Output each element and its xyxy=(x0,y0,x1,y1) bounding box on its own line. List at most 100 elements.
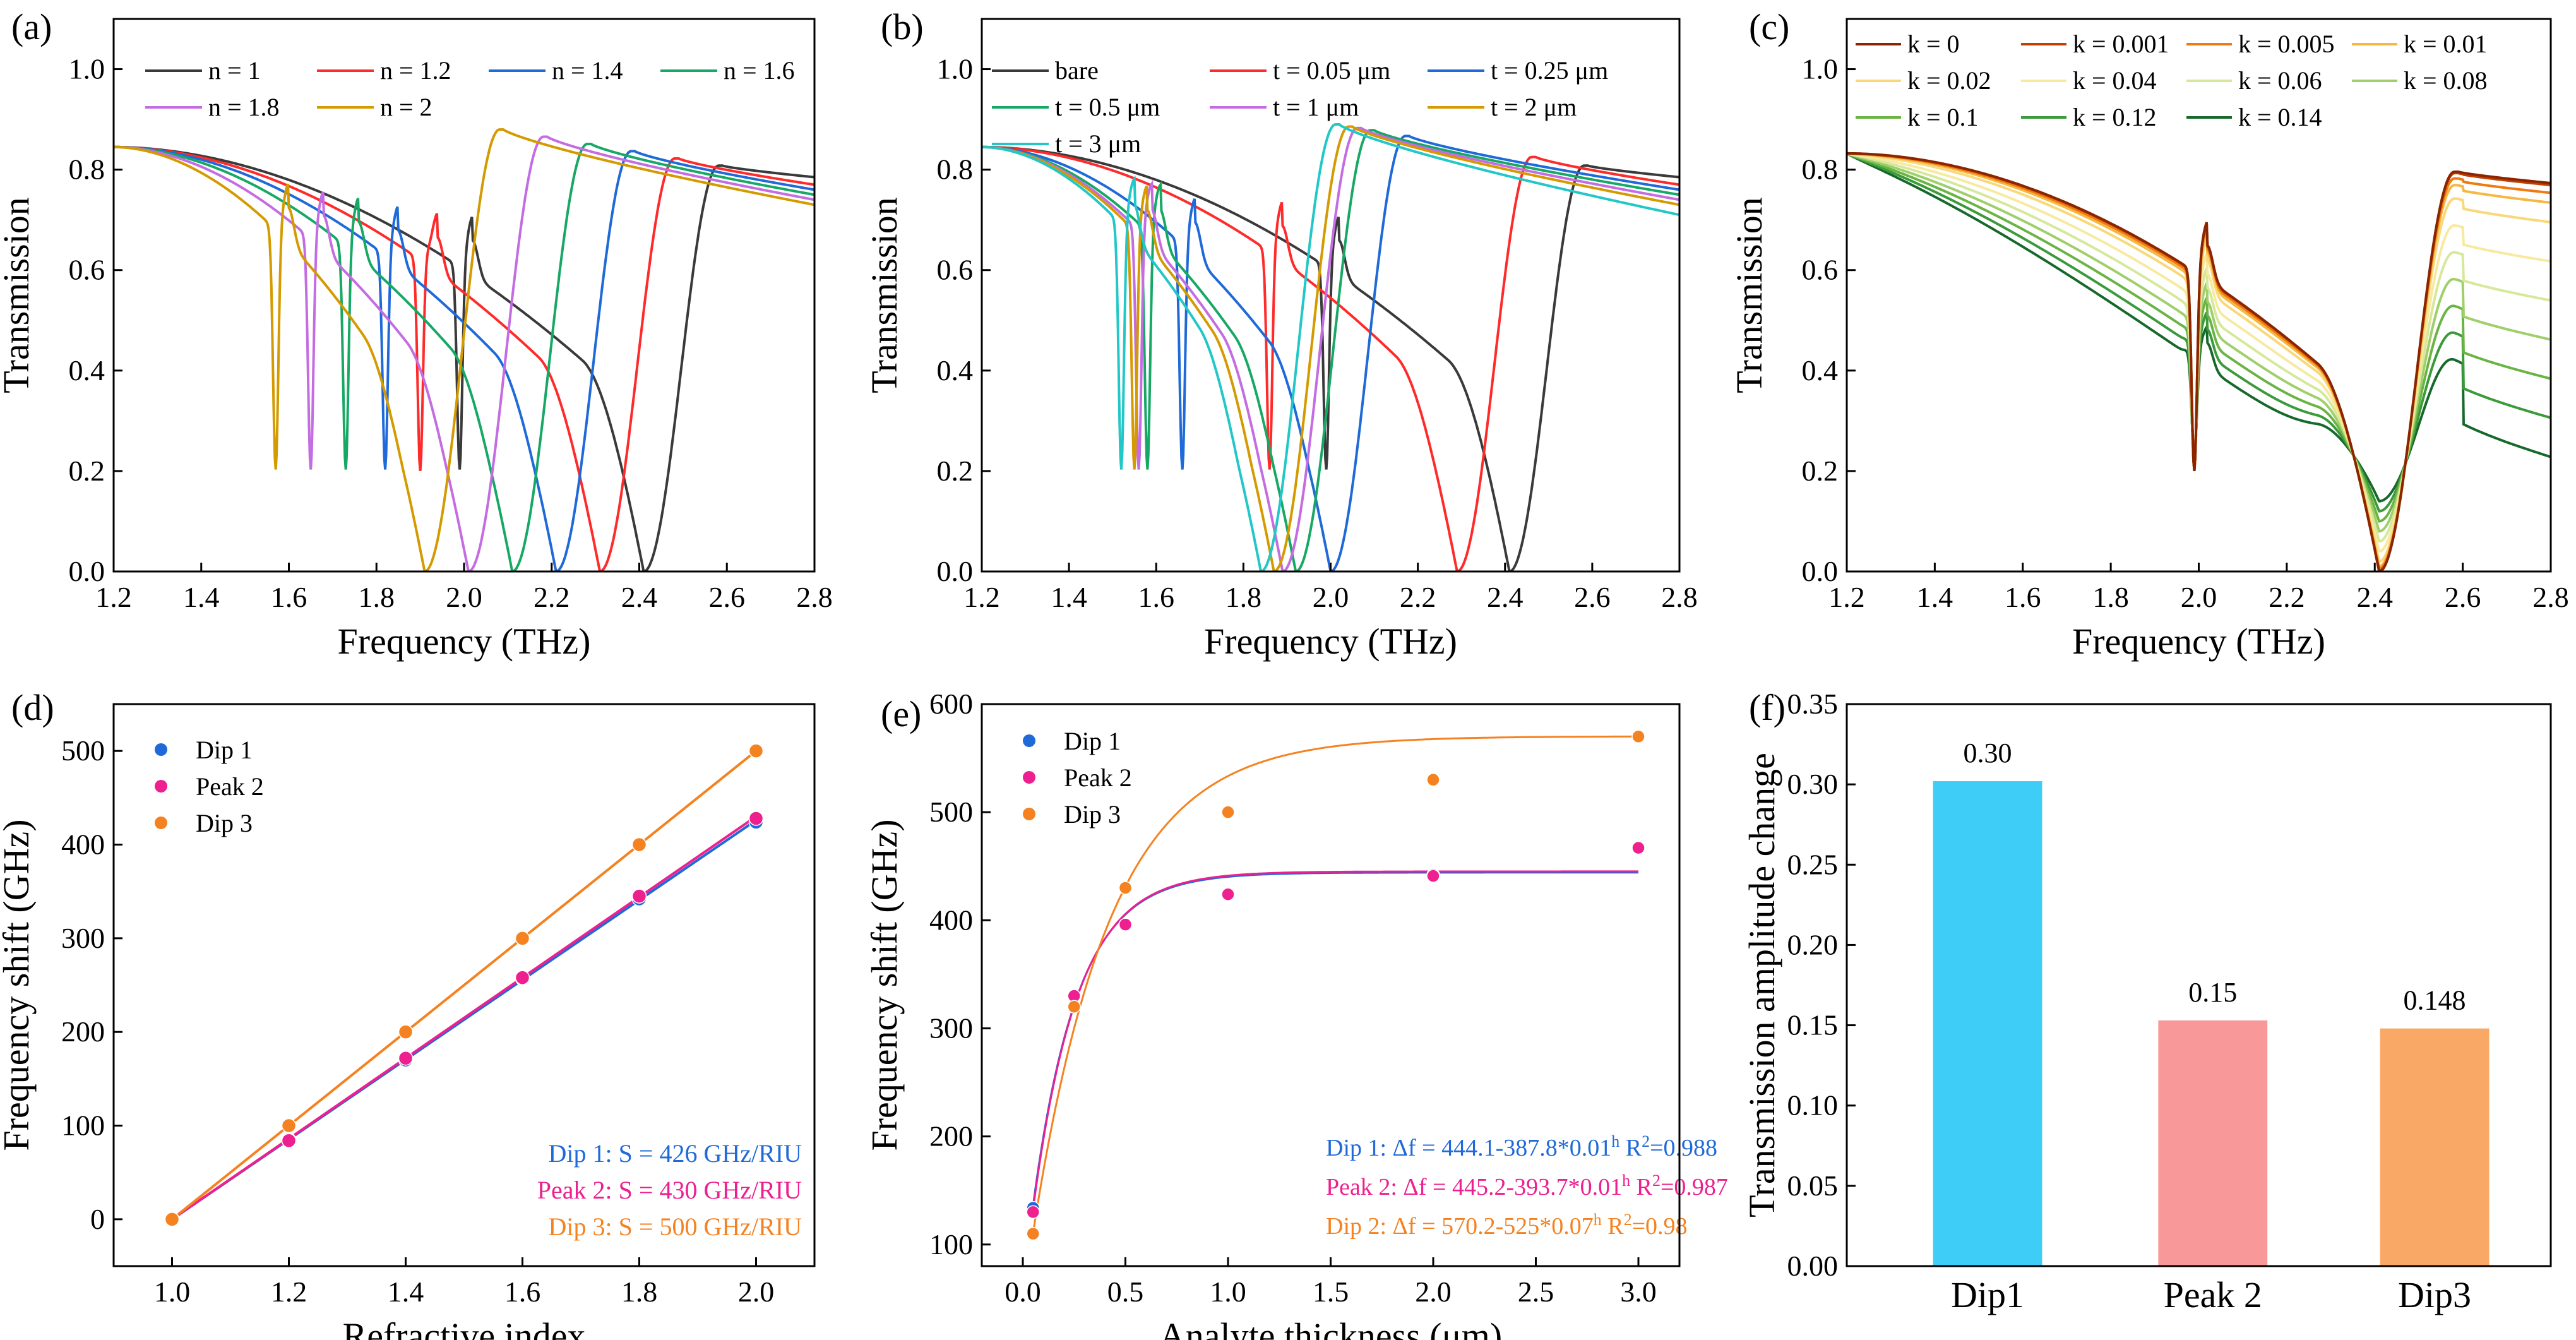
data-point xyxy=(631,888,647,904)
x-tick-label: 1.0 xyxy=(154,1276,191,1308)
legend-label: n = 1.2 xyxy=(380,56,451,85)
annotation-superscript: 2 xyxy=(1642,1132,1650,1151)
y-tick-label: 0.30 xyxy=(1787,768,1839,800)
legend-label: t = 1 μm xyxy=(1273,93,1359,121)
panel-f: 0.30 Dip1 0.15 Peak 2 0.148 Dip3 xyxy=(1933,738,2490,1315)
y-tick-label: 400 xyxy=(929,904,973,936)
y-tick-label: 0.6 xyxy=(1802,254,1839,286)
x-axis-title: Frequency (THz) xyxy=(2072,621,2325,662)
bar xyxy=(2158,1020,2268,1266)
x-tick-label: 1.6 xyxy=(504,1276,541,1308)
y-tick-label: 0.2 xyxy=(1802,455,1839,487)
x-tick-label: 1.8 xyxy=(2092,581,2129,613)
data-point xyxy=(1426,773,1440,787)
y-tick-label: 0 xyxy=(90,1203,105,1235)
y-axis-title: Transmission amplitude change xyxy=(1741,753,1782,1217)
data-point xyxy=(398,1050,414,1066)
panel-e-axes: 0.0 0.5 1.0 1.5 2.0 2.5 3.0 100 200 300 400 500 600 A… xyxy=(864,688,1681,1340)
legend-marker xyxy=(155,743,167,756)
fit-curve xyxy=(1032,870,1638,1210)
series-line xyxy=(982,135,1679,571)
x-axis-title: Refractive index xyxy=(343,1315,586,1340)
y-tick-label: 0.0 xyxy=(69,555,105,587)
legend-label: k = 0.06 xyxy=(2238,66,2322,95)
legend-label: k = 0.001 xyxy=(2073,30,2169,58)
category-label: Peak 2 xyxy=(2164,1274,2262,1315)
bar-value-label: 0.15 xyxy=(2188,977,2237,1008)
series-lines xyxy=(114,128,814,571)
legend: n = 1 n = 1.2 n = 1.4 n = 1.6 n = 1.8 n = 2 xyxy=(145,56,795,121)
series-line xyxy=(982,129,1679,571)
x-tick-label: 1.0 xyxy=(1210,1276,1246,1308)
legend-label: t = 0.25 μm xyxy=(1491,56,1608,85)
x-tick-label: 2.0 xyxy=(2181,581,2217,613)
y-tick-label: 0.6 xyxy=(937,254,974,286)
legend-label: Dip 3 xyxy=(196,809,253,837)
annotation-text: R xyxy=(1630,1174,1653,1200)
x-tick-label: 2.0 xyxy=(1415,1276,1452,1308)
x-tick-label: 2.4 xyxy=(1487,581,1524,613)
annotation-superscript: h xyxy=(1594,1211,1602,1229)
x-tick-label: 2.0 xyxy=(738,1276,775,1308)
data-point xyxy=(1631,729,1645,744)
legend: Dip 1 Peak 2 Dip 3 xyxy=(155,736,264,837)
fit-line xyxy=(171,815,757,1221)
y-tick-label: 1.0 xyxy=(69,53,105,85)
x-tick-label: 3.0 xyxy=(1620,1276,1657,1308)
series-lines xyxy=(1847,152,2551,571)
series-line xyxy=(114,145,814,571)
y-tick-label: 100 xyxy=(61,1110,105,1142)
legend-marker xyxy=(155,780,167,793)
x-tick-label: 2.6 xyxy=(1574,581,1611,613)
y-tick-label: 300 xyxy=(61,922,105,954)
annotation-superscript: h xyxy=(1611,1132,1619,1151)
panel-label: (d) xyxy=(11,687,54,728)
data-point xyxy=(1026,1226,1040,1241)
series-line xyxy=(982,145,1679,571)
data-point xyxy=(398,1024,414,1039)
category-label: Dip1 xyxy=(1951,1274,2024,1315)
legend-marker xyxy=(1023,771,1035,784)
annotation-text: =0.98 xyxy=(1632,1213,1688,1240)
panel-c-axes: 1.2 1.4 1.6 1.8 2.0 2.2 2.4 2.6 2.8 0.0 0.2 0.4 0.6 0… xyxy=(1729,6,2569,662)
panel-d: Dip 1 Peak 2 Dip 3 Dip 1: S = 426 GHz/RIU Pe… xyxy=(155,736,802,1241)
panel-label: (f) xyxy=(1749,687,1786,728)
plot-frame xyxy=(112,703,816,1267)
panel-a: n = 1 n = 1.2 n = 1.4 n = 1.6 n = 1.8 n = 2 xyxy=(114,56,814,571)
series-line xyxy=(982,125,1679,571)
panel-c: k = 0 k = 0.001 k = 0.005 k = 0.01 k = 0.02 k… xyxy=(1847,30,2551,571)
data-point xyxy=(1221,805,1235,819)
legend-label: Peak 2 xyxy=(196,772,264,801)
y-tick-label: 100 xyxy=(929,1228,973,1260)
series-line xyxy=(114,135,814,571)
y-tick-label: 200 xyxy=(61,1015,105,1048)
annotation-text: =0.987 xyxy=(1661,1174,1728,1200)
x-tick-label: 2.2 xyxy=(2269,581,2305,613)
legend-label: k = 0.12 xyxy=(2073,103,2157,131)
data-point xyxy=(1426,869,1440,883)
series-line xyxy=(982,123,1679,571)
y-tick-label: 1.0 xyxy=(937,53,974,85)
legend-label: n = 2 xyxy=(380,93,432,121)
fit-annotation: Dip 2: Δf = 570.2-525*0.07h R2=0.98 xyxy=(1326,1211,1688,1240)
fit-annotation: Peak 2: S = 430 GHz/RIU xyxy=(537,1176,802,1204)
series-line xyxy=(114,145,814,571)
y-tick-label: 200 xyxy=(929,1120,973,1152)
annotation-text: Peak 2: Δf = 445.2-393.7*0.01 xyxy=(1326,1174,1622,1200)
legend-label: n = 1.6 xyxy=(724,56,795,85)
legend-label: k = 0.14 xyxy=(2238,103,2322,131)
legend-label: Dip 1 xyxy=(1064,727,1121,755)
legend-marker xyxy=(1023,808,1035,820)
data-point xyxy=(1631,840,1645,855)
x-tick-label: 2.8 xyxy=(796,581,833,613)
legend-label: k = 0.04 xyxy=(2073,66,2157,95)
y-tick-label: 0.05 xyxy=(1787,1170,1839,1202)
y-tick-label: 0.4 xyxy=(69,354,105,386)
panel-label: (a) xyxy=(11,6,52,47)
x-tick-label: 2.5 xyxy=(1518,1276,1554,1308)
x-tick-label: 0.5 xyxy=(1107,1276,1144,1308)
x-tick-label: 2.0 xyxy=(446,581,482,613)
x-tick-label: 1.8 xyxy=(1225,581,1262,613)
x-tick-label: 2.2 xyxy=(1400,581,1436,613)
x-tick-label: 2.2 xyxy=(534,581,570,613)
